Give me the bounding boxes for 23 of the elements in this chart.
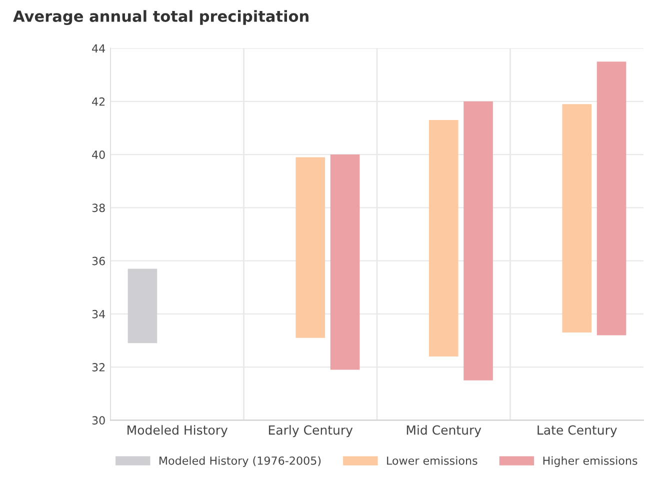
x-tick-label: Early Century — [268, 425, 353, 438]
bar — [596, 62, 626, 336]
y-tick-label: 34 — [92, 310, 106, 318]
bar — [128, 268, 158, 344]
y-tick-label: 30 — [92, 416, 105, 425]
y-tick-label: 36 — [92, 256, 105, 266]
bar — [464, 101, 493, 380]
y-tick-label: 32 — [92, 363, 105, 372]
chart-title: Average annual total precipitation — [13, 10, 308, 26]
y-tick-label: 44 — [92, 44, 106, 53]
legend-label: Higher emissions — [543, 456, 638, 467]
y-tick-label: 40 — [92, 150, 105, 159]
bar — [330, 154, 360, 370]
y-tick-label: 42 — [92, 97, 105, 106]
x-tick-label: Late Century — [538, 425, 617, 438]
x-tick-label: Modeled History — [128, 425, 228, 438]
bar — [562, 104, 592, 333]
y-tick-label: 38 — [92, 204, 105, 212]
legend-label: Modeled History (1976-2005) — [160, 456, 321, 467]
x-tick-label: Mid Century — [406, 425, 482, 438]
legend-label: Lower emissions — [387, 456, 478, 465]
bar — [428, 120, 458, 356]
bar — [296, 157, 326, 338]
